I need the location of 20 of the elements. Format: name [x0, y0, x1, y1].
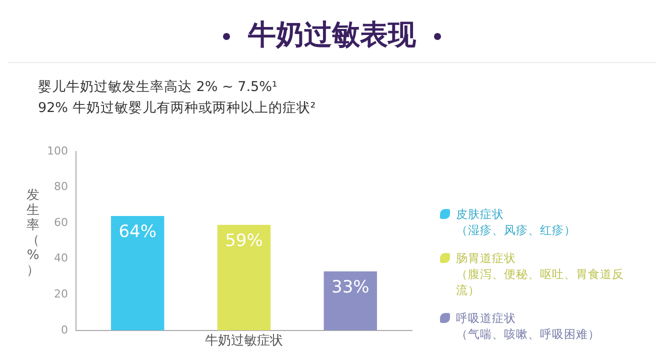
legend-label: 肠胃道症状（腹泻、便秘、呕吐、胃食道反流） [456, 250, 625, 298]
data-label: 64% [118, 222, 156, 242]
y-tick-label: 20 [54, 288, 68, 300]
x-tick-label: 牛奶过敏症状 [205, 334, 283, 349]
y-tick-label: 60 [54, 216, 68, 229]
bar [324, 271, 377, 330]
legend-label: 皮肤症状（湿疹、风疹、红疹） [456, 206, 577, 238]
bar [110, 216, 164, 330]
legend-label: 呼吸道症状（气喘、咳嗽、呼吸困难） [456, 310, 601, 342]
chart-subtitle: 婴儿牛奶过敏发生率高达 2% ~ 7.5%¹ [38, 78, 278, 97]
y-tick-label: 40 [54, 252, 68, 265]
y-tick-label: 100 [46, 144, 68, 158]
y-axis-title: 发生率（%） [26, 188, 40, 278]
text: 92% 牛奶过敏婴儿有两种或两种以上的症状² [38, 99, 317, 118]
data-label: 59% [225, 230, 263, 251]
data-label: 33% [332, 277, 370, 298]
bar [217, 224, 271, 330]
chart-title: 牛奶过敏表现 [248, 18, 416, 51]
y-tick-label: 0 [60, 323, 68, 336]
y-tick-label: 80 [54, 180, 68, 194]
